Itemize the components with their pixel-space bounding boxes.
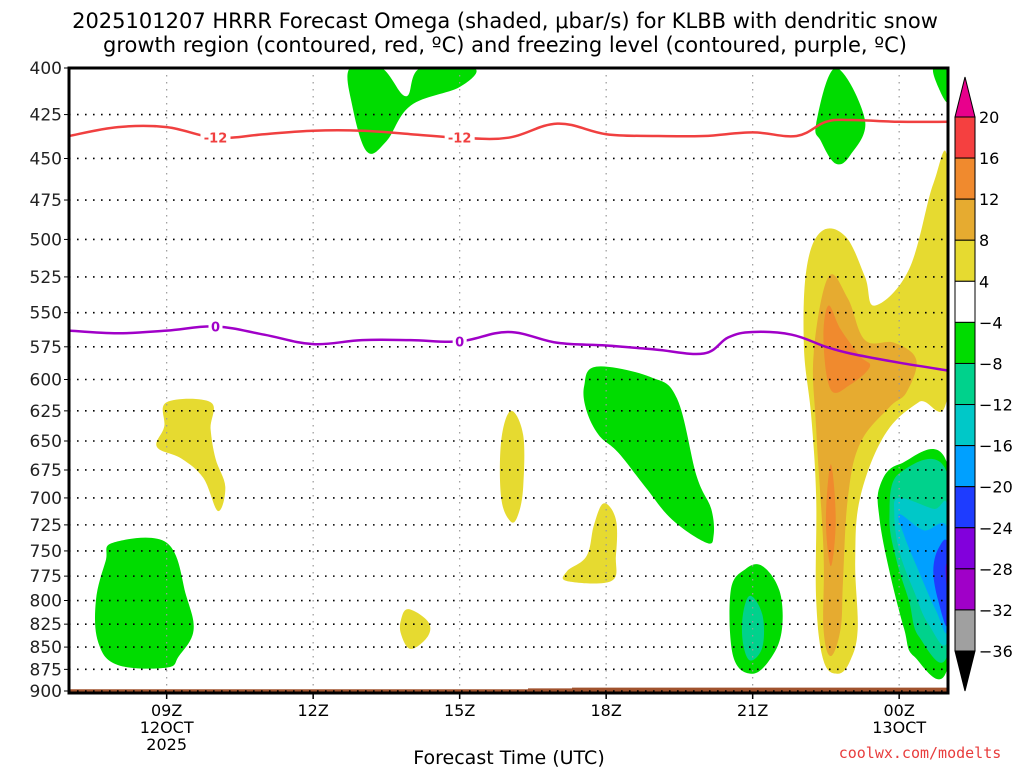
colorbar-tick-label: −24 (979, 519, 1013, 538)
contour-label-freezing-level: 0 (211, 320, 220, 335)
y-tick-label: 550 (30, 304, 62, 324)
y-tick-label: 650 (30, 432, 62, 452)
colorbar-bin (954, 486, 976, 529)
shaded-region-sink-09z (156, 398, 226, 512)
x-tick-label: 18Z (591, 701, 622, 720)
y-tick-label: 425 (30, 106, 62, 126)
shaded-region-ascent-00z-b3 (897, 514, 948, 634)
colorbar-tick-label: −4 (979, 313, 1003, 332)
shaded-omega-regions (94, 68, 948, 680)
colorbar-tick-label: 12 (979, 190, 999, 209)
colorbar-tick-label: −20 (979, 478, 1013, 497)
y-tick-label: 400 (30, 59, 62, 79)
colorbar-tick-label: −16 (979, 437, 1013, 456)
shaded-region-upper-ascent-23z (815, 68, 866, 165)
colorbar-tick-label: 16 (979, 149, 999, 168)
shaded-region-ascent-00z-b4 (933, 539, 948, 627)
contour-label-background (200, 129, 231, 146)
colorbar-tick-label: 4 (979, 272, 989, 291)
x-tick-label: 12Z (298, 701, 329, 720)
y-tick-label: 675 (30, 461, 62, 481)
y-tick-label: 450 (30, 149, 62, 169)
colorbar-tick-label: −36 (979, 642, 1013, 661)
x-tick-label: 00Z (884, 701, 915, 720)
chart-title: 2025101207 HRRR Forecast Omega (shaded, … (72, 9, 938, 57)
temperature-contours: -12 -12 0 0 (69, 118, 948, 372)
shaded-region-sink-14z (399, 609, 431, 649)
colorbar-bin (954, 198, 976, 241)
colorbar-tick-label: −28 (979, 560, 1013, 579)
colorbar-bin (954, 239, 976, 282)
colorbar-tick-label: −8 (979, 354, 1003, 373)
colorbar-bin (954, 157, 976, 200)
shaded-region-ascent-08z (94, 537, 194, 669)
contour-label-background (444, 129, 475, 146)
y-tick-label: 600 (30, 371, 62, 391)
y-tick-label: 850 (30, 638, 62, 658)
colorbar-bin (954, 404, 976, 447)
chart-title-line-1: 2025101207 HRRR Forecast Omega (shaded, … (72, 9, 938, 33)
shaded-region-ascent-18z (583, 366, 715, 544)
x-tick-label: 09Z (151, 701, 182, 720)
contour-label-background (452, 333, 467, 350)
colorbar-tick-label: −32 (979, 601, 1013, 620)
y-tick-label: 725 (30, 516, 62, 536)
contour-label-dendritic-growth: -12 (448, 132, 472, 147)
colorbar-bin (954, 527, 976, 570)
colorbar-tick-label: −12 (979, 396, 1013, 415)
colorbar-bin (954, 445, 976, 488)
colorbar-bin-over (954, 76, 976, 118)
colorbar-tick-label: 8 (979, 231, 989, 250)
x-tick-label: 21Z (737, 701, 768, 720)
shaded-region-sink-23z-core (823, 305, 871, 393)
contour-label-background (208, 318, 223, 335)
grid-lines (69, 68, 948, 692)
plot-frame (67, 66, 950, 695)
shaded-region-sink-16z (499, 410, 525, 523)
y-tick-label: 575 (30, 338, 62, 358)
y-tick-label: 500 (30, 230, 62, 250)
y-tick-label: 625 (30, 402, 62, 422)
shaded-region-upper-ascent-edge (932, 68, 948, 103)
colorbar-bin (954, 362, 976, 406)
colorbar-bin (954, 280, 976, 323)
colorbar-bin (954, 321, 976, 364)
y-tick-label: 700 (30, 489, 62, 509)
y-tick-label: 525 (30, 268, 62, 288)
y-tick-label: 475 (30, 191, 62, 211)
y-tick-label: 800 (30, 592, 62, 612)
chart-title-line-2: growth region (contoured, red, ºC) and f… (103, 33, 907, 57)
colorbar-legend: 20 16 12 8 4 −4 −8 −12 −16 −20 −24 −28 −32 −36 (954, 76, 1013, 692)
y-tick-label: 750 (30, 542, 62, 562)
contour-label-freezing-level: 0 (455, 335, 464, 350)
colorbar-bin (954, 116, 976, 159)
shaded-region-sink-23z-column (825, 464, 836, 567)
colorbar-bin-under (954, 650, 976, 692)
x-tick-label: 12OCT (140, 718, 194, 737)
colorbar-bin (954, 568, 976, 611)
contour-label-dendritic-growth: -12 (204, 132, 228, 147)
y-tick-label: 775 (30, 567, 62, 587)
y-tick-label: 875 (30, 660, 62, 680)
y-tick-label: 900 (30, 682, 62, 702)
y-axis-ticks: 400 425 450 475 500 525 550 575 600 625 650 675 700 7… (30, 59, 69, 702)
x-tick-label: 2025 (146, 735, 187, 754)
colorbar-tick-label: 20 (979, 108, 999, 127)
contour-freezing-level (69, 325, 948, 372)
x-axis-label: Forecast Time (UTC) (413, 747, 604, 768)
y-tick-label: 825 (30, 615, 62, 635)
x-tick-label: 13OCT (872, 718, 926, 737)
shaded-region-sink-18z (562, 503, 618, 584)
x-tick-label: 15Z (444, 701, 475, 720)
credit-link[interactable]: coolwx.com/modelts (839, 744, 1002, 762)
colorbar-bin (954, 609, 976, 652)
